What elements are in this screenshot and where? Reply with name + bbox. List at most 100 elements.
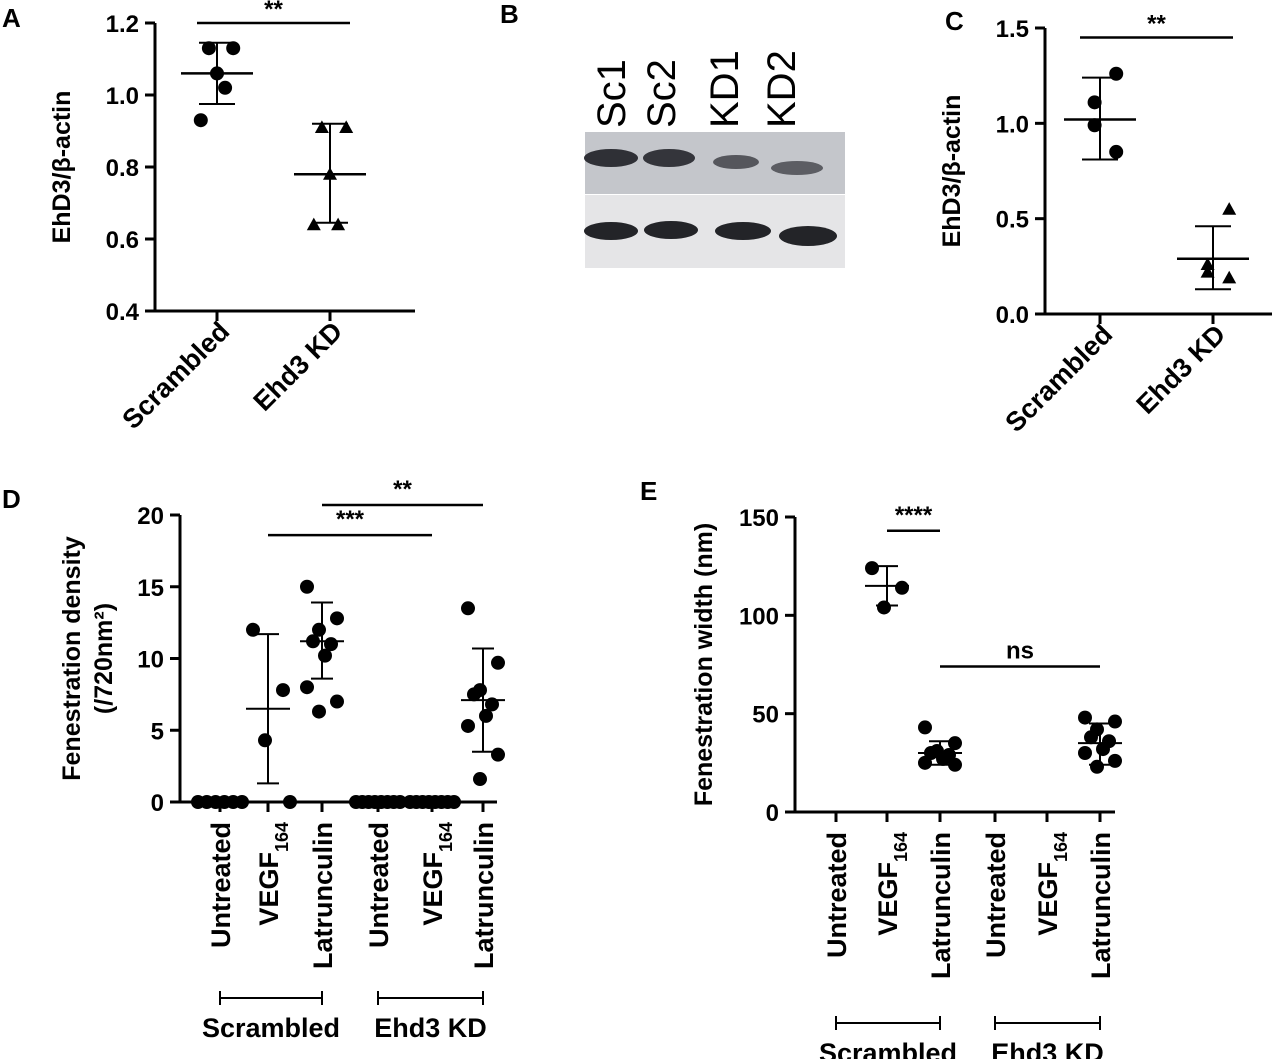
y-axis-label: EhD3/β-actin xyxy=(938,95,966,248)
data-point xyxy=(865,561,879,576)
y-tick-label: 150 xyxy=(739,505,779,532)
data-point xyxy=(948,736,962,751)
data-point xyxy=(491,747,505,762)
data-point xyxy=(948,757,962,772)
category-label: Untreated xyxy=(206,822,236,948)
y-tick-label: 1.5 xyxy=(996,16,1029,43)
y-tick-label: 20 xyxy=(137,503,164,530)
y-tick-label: 0.6 xyxy=(106,227,139,254)
data-point xyxy=(283,795,297,809)
protein-band xyxy=(771,161,823,175)
y-tick-label: 0 xyxy=(766,800,779,827)
chart-panel-e: 0 50 100 150 Fenestration width (nm) Untreate… xyxy=(690,502,1122,1059)
protein-band xyxy=(584,149,638,167)
data-point xyxy=(461,601,475,616)
y-tick-label: 0.0 xyxy=(996,302,1029,329)
data-point xyxy=(1200,257,1215,271)
chart-panel-a: 0.4 0.6 0.8 1.0 1.2 EhD3/β-actin Scrambled Ehd3… xyxy=(48,0,415,435)
y-tick-label: 1.0 xyxy=(996,111,1029,138)
data-point xyxy=(1087,118,1102,133)
y-tick-label: 15 xyxy=(137,575,164,602)
data-point xyxy=(330,611,344,626)
data-point xyxy=(447,795,461,809)
data-point xyxy=(246,622,260,637)
y-tick-label: 100 xyxy=(739,603,779,630)
data-point xyxy=(1090,759,1104,774)
category-label: Ehd3 KD xyxy=(247,316,348,417)
actin-band xyxy=(584,222,638,240)
category-label: Untreated xyxy=(981,832,1011,958)
lane-label: Sc1 xyxy=(590,59,634,128)
data-point xyxy=(479,708,493,723)
lane-label: Sc2 xyxy=(640,59,684,128)
group-label: Scrambled xyxy=(819,1038,957,1059)
data-point xyxy=(393,795,407,809)
y-tick-label: 0.5 xyxy=(996,207,1029,234)
y-tick-label: 10 xyxy=(137,647,164,674)
western-blot-panel-b: Sc1 Sc2 KD1 KD2 xyxy=(584,50,845,268)
data-point xyxy=(918,720,932,735)
data-point xyxy=(312,704,326,719)
significance-label: **** xyxy=(895,502,933,529)
category-label: Untreated xyxy=(822,832,852,958)
y-tick-label: 1.2 xyxy=(106,11,139,38)
data-point xyxy=(918,755,932,770)
group-label: Ehd3 KD xyxy=(991,1038,1104,1059)
category-label: Ehd3 KD xyxy=(1130,319,1231,420)
category-label: Latrunculin xyxy=(469,822,499,969)
lane-label: KD1 xyxy=(703,50,747,128)
category-label: Scrambled xyxy=(116,316,235,435)
group-label: Ehd3 KD xyxy=(374,1013,487,1043)
data-point xyxy=(461,718,475,733)
category-label: Scrambled xyxy=(999,319,1118,438)
y-axis-label: Fenestration density xyxy=(58,536,86,781)
data-point xyxy=(877,600,891,615)
panel-label-b: B xyxy=(500,0,519,29)
data-point xyxy=(330,694,344,709)
y-tick-label: 0.8 xyxy=(106,155,139,182)
y-tick-label: 50 xyxy=(752,702,779,729)
data-point xyxy=(1108,714,1122,729)
actin-band xyxy=(715,222,771,240)
category-label: VEGF164 xyxy=(254,822,292,926)
data-point xyxy=(235,795,249,809)
panel-label-d: D xyxy=(2,484,21,514)
significance-label: ns xyxy=(1006,637,1034,664)
data-point xyxy=(1078,710,1092,725)
data-point xyxy=(300,680,314,695)
category-label: Untreated xyxy=(364,822,394,948)
data-point xyxy=(1109,144,1124,159)
significance-label: ** xyxy=(393,476,412,503)
lane-label: KD2 xyxy=(760,50,804,128)
data-point xyxy=(895,580,909,595)
significance-label: ** xyxy=(1147,11,1166,38)
category-label: Latrunculin xyxy=(1086,832,1116,979)
data-point xyxy=(306,217,321,231)
data-point xyxy=(300,579,314,594)
category-label: VEGF164 xyxy=(418,822,456,926)
y-axis-label-units: (/720nm²) xyxy=(90,603,118,714)
data-point xyxy=(276,683,290,698)
protein-band xyxy=(713,155,759,169)
chart-panel-c: 0.0 0.5 1.0 1.5 EhD3/β-actin Scrambled Ehd3 KD… xyxy=(938,11,1272,438)
y-tick-label: 1.0 xyxy=(106,83,139,110)
data-point xyxy=(226,41,241,56)
category-label: VEGF164 xyxy=(873,832,911,936)
data-point xyxy=(318,648,332,663)
significance-label: *** xyxy=(336,506,365,533)
data-point xyxy=(201,41,216,56)
y-axis-label: Fenestration width (nm) xyxy=(690,523,718,806)
data-point xyxy=(1078,746,1092,760)
data-point xyxy=(339,120,354,133)
data-point xyxy=(1108,753,1122,768)
y-axis-label: EhD3/β-actin xyxy=(48,91,76,244)
category-label: VEGF164 xyxy=(1033,832,1071,936)
data-point xyxy=(218,80,233,95)
panel-label-e: E xyxy=(640,476,657,506)
data-point xyxy=(314,120,329,133)
y-tick-label: 5 xyxy=(151,718,164,745)
data-point xyxy=(1087,95,1102,110)
category-label: Latrunculin xyxy=(308,822,338,969)
data-point xyxy=(193,113,208,128)
data-point xyxy=(1084,730,1098,745)
